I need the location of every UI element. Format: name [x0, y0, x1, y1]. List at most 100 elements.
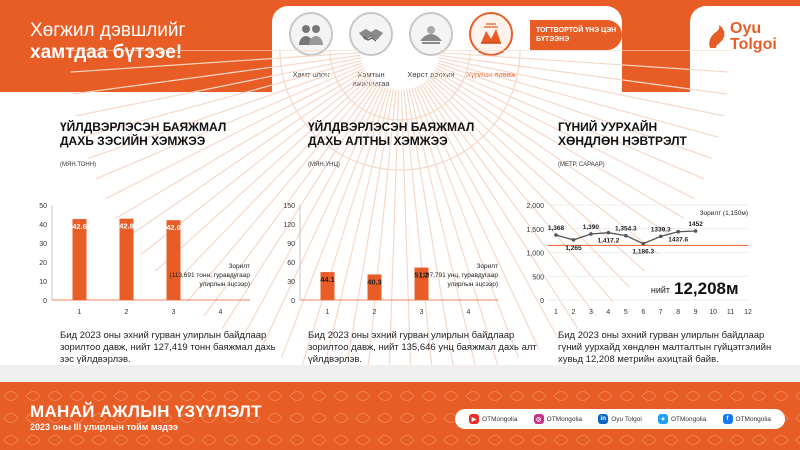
- footer-motif: [619, 435, 635, 445]
- footer-motif: [91, 435, 107, 445]
- sunburst-ray: [432, 72, 673, 238]
- footer-motif: [47, 391, 63, 401]
- footer-motif: [135, 413, 151, 423]
- sunburst-ray: [413, 87, 520, 359]
- sunburst-ray: [400, 89, 412, 380]
- logo-text-tolgoi: Tolgoi: [730, 36, 777, 53]
- x-tick-label: 11: [727, 309, 734, 316]
- data-point: [641, 241, 646, 246]
- data-point: [554, 233, 558, 237]
- data-label: 1,390: [583, 224, 600, 231]
- footer-motif: [465, 391, 481, 401]
- footer-motif: [267, 391, 283, 401]
- footer-motif: [289, 435, 305, 445]
- footer-motif: [333, 435, 349, 445]
- footer-motif: [773, 391, 789, 401]
- footer-motif: [113, 435, 129, 445]
- sunburst-ray: [411, 88, 499, 366]
- footer-motif: [663, 391, 679, 401]
- panel-title: ҮЙЛДВЭРЛЭСЭН БАЯЖМАЛ: [60, 120, 227, 134]
- data-label: 1437.6: [668, 237, 688, 244]
- footer-pattern: [3, 391, 800, 445]
- footer-motif: [355, 435, 371, 445]
- sunburst-ray: [416, 86, 540, 350]
- social-youtube[interactable]: ▶ OTMongolia: [469, 414, 517, 424]
- data-label: 1,186.3: [632, 249, 654, 256]
- data-point: [624, 233, 628, 238]
- sunburst-ray: [423, 81, 597, 317]
- x-tick-label: 4: [467, 309, 471, 316]
- underground-chart: 0 500 1,000 1,500 2,000 Зорилт (1,150м) 1,368 1…: [526, 203, 752, 316]
- goal-note: улирлын эцсээр): [448, 281, 499, 288]
- social-facebook[interactable]: f OTMongolia: [722, 414, 771, 424]
- sunburst-ray: [95, 65, 364, 180]
- footer-motif: [289, 391, 305, 401]
- footer-motif: [91, 413, 107, 423]
- data-label: 42.6: [72, 222, 87, 231]
- footer-motif: [553, 435, 569, 445]
- panel-description: Бид 2023 оны эхний гурван улирлын байдла…: [60, 330, 276, 365]
- slogan-line1: Хөгжил дэвшлийг: [30, 20, 186, 41]
- active-pillar-tag: ТОГТВОРТОЙ ҮНЭ ЦЭН БҮТЭЭНЭ: [530, 20, 622, 50]
- data-label: 51.2: [414, 271, 429, 280]
- footer-motif: [487, 391, 503, 401]
- y-tick-label: 150: [283, 203, 295, 210]
- footer-motif: [399, 435, 415, 445]
- x-tick-label: 3: [420, 309, 424, 316]
- footer-motif: [25, 413, 41, 423]
- social-twitter[interactable]: ✦ OTMongolia: [657, 414, 707, 424]
- y-tick-label: 10: [39, 279, 47, 286]
- footer-motif: [641, 391, 657, 401]
- footer-motif: [465, 435, 481, 445]
- footer-motif: [619, 391, 635, 401]
- footer-motif: [157, 413, 173, 423]
- footer-motif: [575, 435, 591, 445]
- sunburst-ray: [280, 87, 387, 359]
- logo-text-oyu: Oyu: [730, 20, 762, 37]
- data-point: [606, 230, 611, 235]
- pillar-nature: Хөрст дэлхий: [402, 12, 460, 79]
- social-bar: ▶ OTMongolia ◎ OTMongolia in Oyu Tolgoi …: [455, 409, 785, 429]
- sunburst-ray: [72, 54, 361, 95]
- x-tick-label: 7: [659, 309, 663, 316]
- bar: [320, 272, 335, 300]
- y-tick-label: 0: [540, 298, 544, 305]
- x-tick-label: 9: [694, 309, 698, 316]
- footer-motif: [47, 435, 63, 445]
- data-label: 40.3: [367, 277, 382, 286]
- x-tick-label: 10: [709, 309, 717, 316]
- sunburst-ray: [240, 84, 382, 340]
- data-label: 1,265: [565, 245, 582, 252]
- social-instagram[interactable]: ◎ OTMongolia: [533, 414, 582, 424]
- value-icon: [469, 12, 513, 56]
- panel-unit: (МЯН.УНЦ): [308, 162, 340, 168]
- footer-motif: [201, 435, 217, 445]
- footer-motif: [531, 435, 547, 445]
- instagram-icon: ◎: [533, 414, 544, 424]
- sunburst-ray: [344, 89, 394, 376]
- footer-motif: [113, 391, 129, 401]
- data-label: 42.8: [119, 222, 134, 231]
- sunburst-ray: [439, 52, 730, 73]
- footer-motif: [267, 413, 283, 423]
- footer-motif: [795, 391, 800, 401]
- footer-motif: [223, 391, 239, 401]
- goal-note: Зорилт: [228, 263, 250, 270]
- footer-motif: [685, 391, 701, 401]
- slogan-line2: хамтдаа бүтээе!: [30, 42, 183, 63]
- y-tick-label: 2,000: [526, 203, 544, 210]
- data-label: 1,368: [548, 225, 565, 232]
- sunburst-ray: [388, 89, 400, 380]
- footer-motif: [245, 391, 261, 401]
- footer-motif: [25, 391, 41, 401]
- x-tick-label: 6: [641, 309, 645, 316]
- sunburst-ray: [105, 67, 365, 200]
- footer-motif: [355, 413, 371, 423]
- social-linkedin[interactable]: in Oyu Tolgoi: [598, 414, 642, 424]
- sunburst-ray: [301, 88, 389, 366]
- social-label: OTMongolia: [670, 415, 707, 423]
- footer-motif: [443, 435, 459, 445]
- oyu-tolgoi-logo: Oyu Tolgoi: [702, 20, 792, 70]
- footer-motif: [773, 435, 789, 445]
- sunburst-ray: [154, 76, 371, 272]
